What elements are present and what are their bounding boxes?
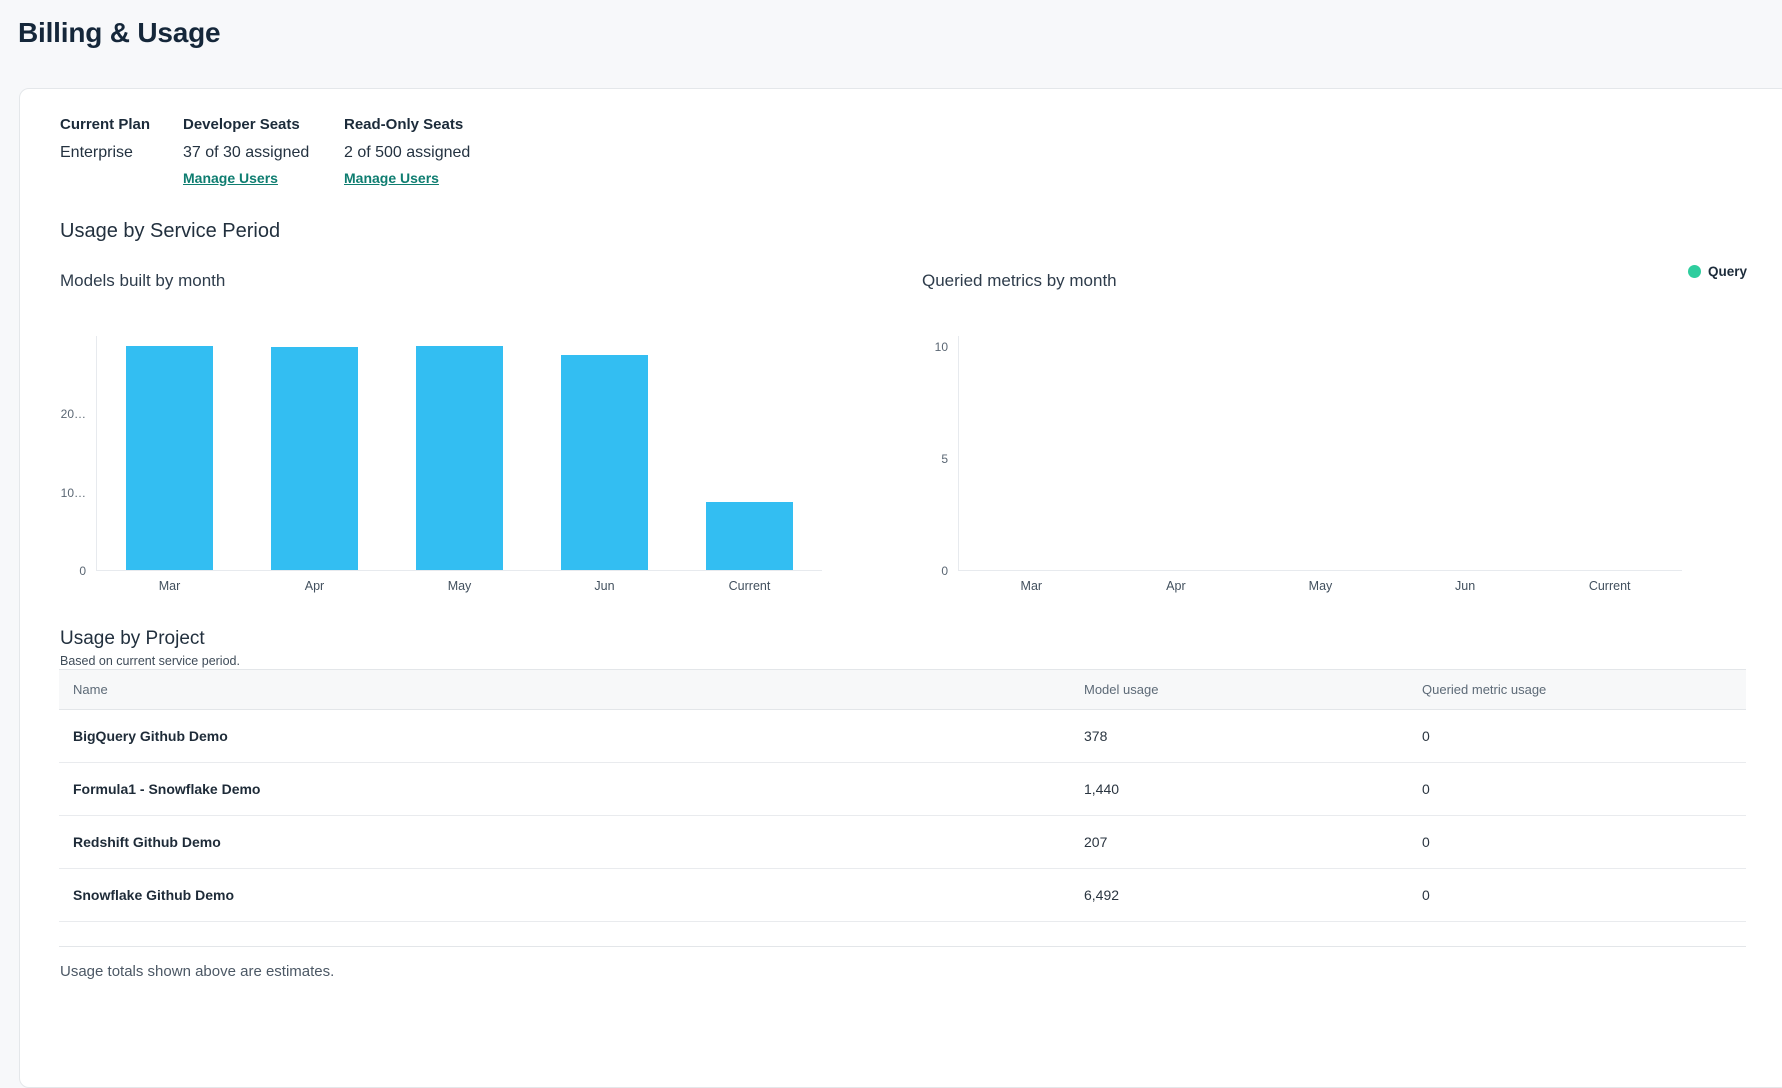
x-axis-label: Jun (594, 579, 615, 593)
usage-by-project-subheading: Based on current service period. (60, 654, 240, 668)
charts-row: Models built by month 0 10… 20… Mar Apr May J… (60, 271, 1782, 593)
queried-metrics-plot: 0 5 10 Mar Apr May Jun Current (922, 336, 1682, 593)
model-usage-value: 378 (1070, 709, 1408, 763)
current-plan-label: Current Plan (60, 116, 151, 133)
x-axis-label: May (447, 579, 472, 593)
bar-slot: Jun (1393, 336, 1538, 593)
bar-mar (126, 346, 213, 570)
table-spacer-row (59, 921, 1746, 947)
usage-by-project-table: Name Model usage Queried metric usage Bi… (59, 669, 1746, 947)
bar-jun (561, 355, 648, 570)
x-axis-label: Current (1588, 579, 1631, 593)
x-axis-label: May (1308, 579, 1333, 593)
plot-area: Mar Apr May Jun Current (958, 336, 1682, 593)
y-tick-label: 10 (934, 340, 948, 355)
column-header-queried-metric-usage: Queried metric usage (1408, 669, 1746, 710)
project-name: Redshift Github Demo (59, 815, 1070, 869)
y-axis: 0 10… 20… (60, 336, 96, 578)
plan-summary: Current Plan Enterprise Developer Seats … (60, 116, 1782, 188)
query-legend-label: Query (1708, 264, 1748, 279)
bar-slot: Current (677, 336, 822, 593)
usage-by-service-period-heading: Usage by Service Period (60, 220, 281, 242)
bar-slot: May (387, 336, 532, 593)
query-legend-dot-icon (1688, 265, 1701, 278)
bar-may (416, 346, 503, 570)
bar-current (706, 502, 793, 570)
bar-slot: Current (1537, 336, 1682, 593)
column-header-name: Name (59, 669, 1070, 710)
table-header-row: Name Model usage Queried metric usage (59, 669, 1746, 710)
bar-slot: Mar (959, 336, 1104, 593)
developer-seats-value: 37 of 30 assigned (183, 144, 310, 161)
models-built-chart: Models built by month 0 10… 20… Mar Apr May J… (60, 271, 822, 593)
y-tick-label: 20… (60, 407, 86, 422)
queried-metric-usage-value: 0 (1408, 868, 1746, 922)
billing-card: Current Plan Enterprise Developer Seats … (19, 88, 1782, 1088)
developer-seats-label: Developer Seats (183, 116, 300, 133)
x-axis-label: Jun (1455, 579, 1476, 593)
y-axis: 0 5 10 (922, 336, 958, 578)
read-only-seats-value: 2 of 500 assigned (344, 144, 471, 161)
table-row: Redshift Github Demo 207 0 (59, 815, 1746, 869)
x-axis-label: Mar (158, 579, 181, 593)
current-plan-value: Enterprise (60, 144, 133, 161)
x-axis-label: Apr (1166, 579, 1186, 593)
model-usage-value: 6,492 (1070, 868, 1408, 922)
bar-apr (271, 347, 358, 570)
queried-metric-usage-value: 0 (1408, 762, 1746, 816)
manage-users-link-developer[interactable]: Manage Users (183, 170, 278, 186)
model-usage-value: 207 (1070, 815, 1408, 869)
bar-slot: Mar (97, 336, 242, 593)
plot-area: Mar Apr May Jun Current (96, 336, 822, 593)
x-axis-label: Apr (304, 579, 325, 593)
queried-metric-usage-value: 0 (1408, 815, 1746, 869)
models-built-chart-title: Models built by month (60, 271, 226, 290)
read-only-seats-column: Read-Only Seats 2 of 500 assigned Manage… (344, 116, 470, 188)
y-tick-label: 10… (60, 485, 86, 500)
y-tick-label: 0 (79, 564, 86, 578)
usage-by-project-heading: Usage by Project (60, 628, 205, 649)
table-row: Formula1 - Snowflake Demo 1,440 0 (59, 762, 1746, 816)
project-name: Snowflake Github Demo (59, 868, 1070, 922)
queried-metrics-chart-title: Queried metrics by month (922, 271, 1117, 290)
queried-metrics-chart: Queried metrics by month 0 5 10 Mar Apr May J… (922, 271, 1682, 593)
model-usage-value: 1,440 (1070, 762, 1408, 816)
table-row: Snowflake Github Demo 6,492 0 (59, 868, 1746, 922)
bar-slot: Apr (1104, 336, 1249, 593)
bar-slot: Apr (242, 336, 387, 593)
project-name: Formula1 - Snowflake Demo (59, 762, 1070, 816)
bar-slot: Jun (532, 336, 677, 593)
x-axis-label: Mar (1020, 579, 1043, 593)
project-name: BigQuery Github Demo (59, 709, 1070, 763)
chart-legend-query[interactable]: Query (1688, 264, 1747, 279)
y-tick-label: 0 (941, 564, 948, 578)
models-built-plot: 0 10… 20… Mar Apr May Jun Current (60, 336, 822, 593)
page-title: Billing & Usage (18, 17, 221, 48)
column-header-model-usage: Model usage (1070, 669, 1408, 710)
current-plan-column: Current Plan Enterprise (60, 116, 183, 188)
page-header: Billing & Usage (0, 0, 1782, 50)
table-row: BigQuery Github Demo 378 0 (59, 709, 1746, 763)
read-only-seats-label: Read-Only Seats (344, 116, 464, 133)
queried-metric-usage-value: 0 (1408, 709, 1746, 763)
y-tick-label: 5 (941, 452, 948, 467)
manage-users-link-readonly[interactable]: Manage Users (344, 170, 439, 186)
x-axis-label: Current (728, 579, 771, 593)
usage-estimates-footnote: Usage totals shown above are estimates. (60, 963, 335, 980)
bar-slot: May (1248, 336, 1393, 593)
developer-seats-column: Developer Seats 37 of 30 assigned Manage… (183, 116, 344, 188)
